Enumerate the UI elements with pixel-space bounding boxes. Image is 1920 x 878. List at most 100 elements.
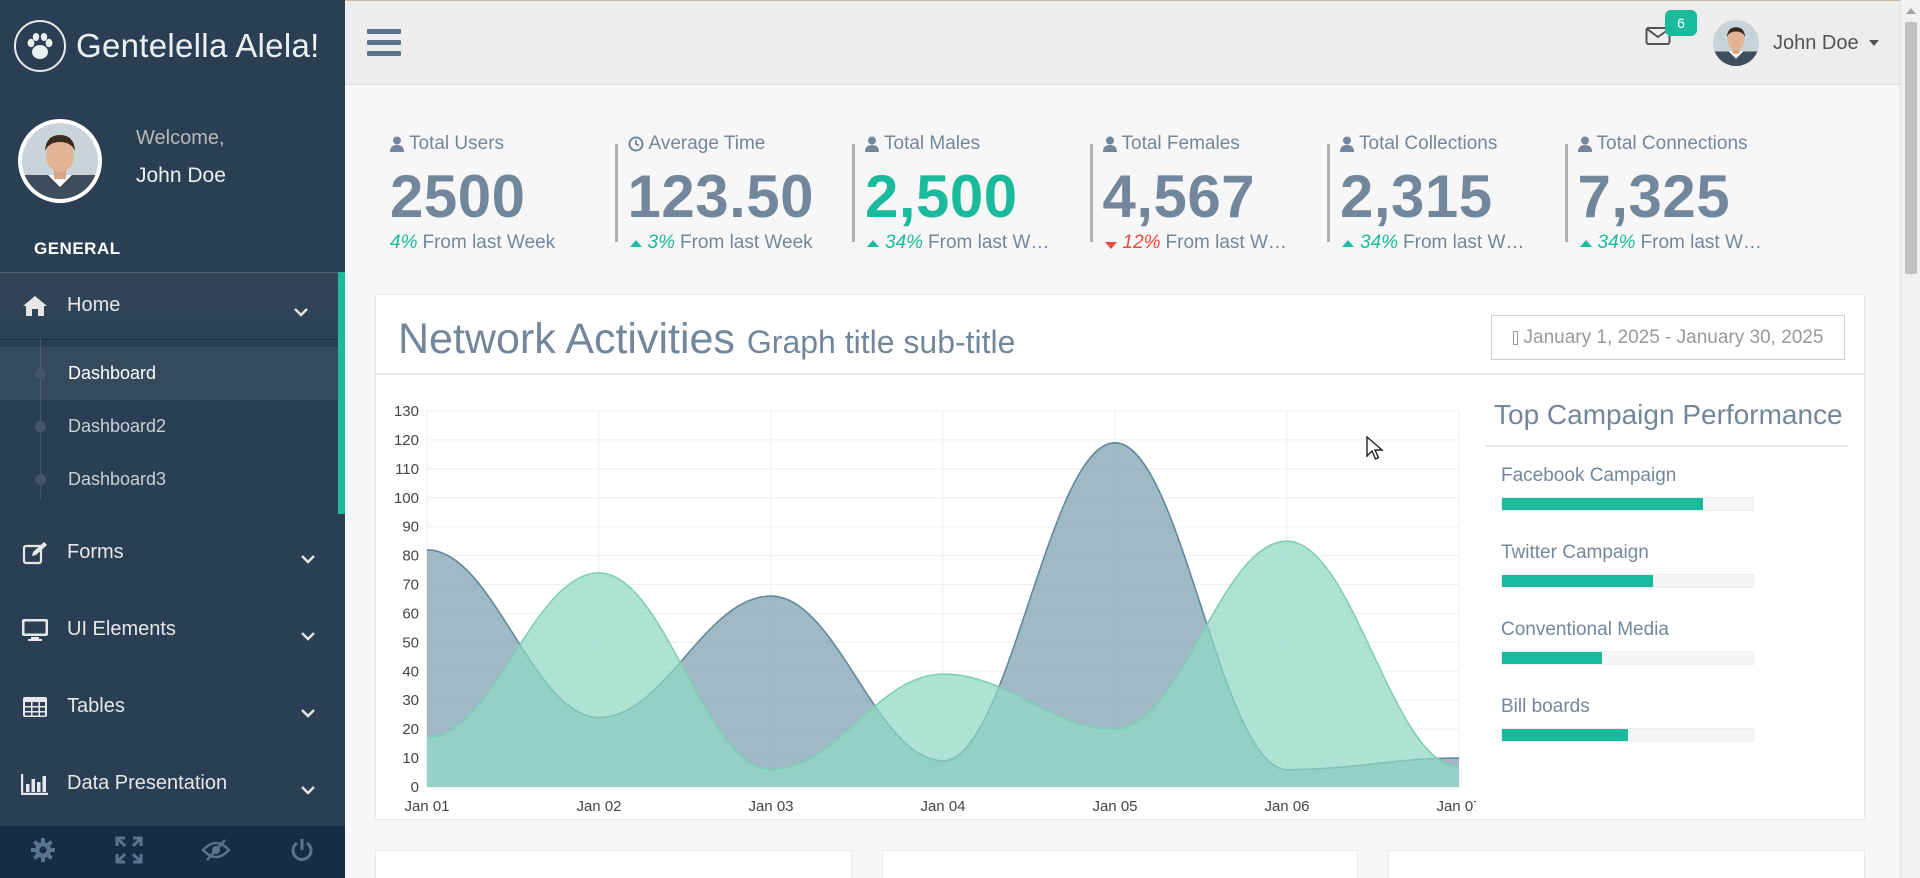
subitem-label: Dashboard	[68, 363, 157, 383]
user-icon	[1577, 136, 1592, 152]
y-tick-label: 60	[402, 605, 419, 622]
campaign-progress-fill	[1502, 652, 1603, 664]
campaign-label: Conventional Media	[1501, 619, 1669, 640]
network-activities-panel: Network Activities Graph title sub-title…	[375, 294, 1865, 820]
sidebar-item-data-presentation[interactable]: Data Presentation	[0, 745, 345, 822]
y-tick-label: 0	[411, 779, 419, 796]
tile-footer-text: From last W…	[1165, 232, 1287, 253]
bottom-panel-1	[375, 850, 852, 878]
tile-count: 123.50	[627, 163, 815, 230]
sidebar-subitem-dashboard3[interactable]: Dashboard3	[0, 453, 338, 506]
page-scrollbar[interactable]	[1900, 0, 1920, 878]
chevron-down-icon	[301, 778, 315, 801]
tile-divider	[614, 144, 618, 242]
sidebar-subitem-dashboard2[interactable]: Dashboard2	[0, 400, 338, 453]
y-tick-label: 50	[402, 634, 419, 651]
sidebar-subitem-dashboard[interactable]: Dashboard	[0, 347, 338, 400]
panel-subtitle: Graph title sub-title	[746, 324, 1016, 360]
sidebar-item-tables[interactable]: Tables	[0, 668, 345, 745]
mail-count-badge: 6	[1665, 10, 1697, 36]
tile-footer: 34% From last W…	[1578, 232, 1808, 254]
tile-footer: 34% From last W…	[1340, 232, 1570, 254]
x-tick-label: Jan 06	[1264, 798, 1309, 815]
subitem-label: Dashboard2	[68, 416, 167, 436]
sort-up-icon	[1579, 239, 1592, 247]
tile-percent: 12%	[1122, 232, 1161, 253]
stat-tiles: Total Users 2500 4% From last Week Average T…	[375, 128, 1875, 258]
y-tick-label: 30	[402, 692, 419, 709]
sort-up-icon	[1342, 239, 1354, 247]
y-tick-label: 80	[402, 548, 419, 565]
sidebar-item-forms[interactable]: Forms	[0, 514, 345, 591]
top-nav: 6 John Doe	[345, 0, 1900, 85]
stat-tile: Average Time 123.50 3% From last Week	[628, 128, 864, 258]
user-icon	[390, 136, 404, 152]
campaign-progress-bar	[1501, 651, 1754, 665]
logout-button[interactable]	[259, 826, 345, 878]
tile-header: Total Connections	[1577, 128, 1814, 160]
tile-footer: 3% From last Week	[628, 232, 858, 254]
tile-footer: 4% From last Week	[390, 232, 620, 254]
sidebar-item-ui-elements[interactable]: UI Elements	[0, 591, 345, 668]
campaign-item: Conventional Media	[1486, 619, 1848, 678]
campaign-label: Facebook Campaign	[1501, 465, 1677, 486]
campaign-label: Bill boards	[1501, 696, 1590, 717]
tile-footer-text: From last Week	[422, 232, 556, 253]
tile-label: Total Females	[1121, 133, 1240, 154]
fullscreen-button[interactable]	[86, 826, 172, 878]
section-title-general: GENERAL	[34, 239, 121, 258]
y-tick-label: 130	[394, 403, 419, 420]
tile-footer: 12% From last W…	[1103, 232, 1333, 254]
y-tick-label: 100	[394, 490, 419, 507]
mouse-cursor-icon	[1366, 435, 1384, 467]
tile-footer: 34% From last W…	[865, 232, 1095, 254]
tile-divider	[852, 144, 855, 242]
scroll-thumb[interactable]	[1905, 22, 1917, 274]
tile-header: Total Users	[390, 128, 626, 160]
avatar-image	[22, 123, 98, 199]
tile-label: Total Connections	[1596, 133, 1748, 154]
user-name: John Doe	[1773, 31, 1859, 54]
eye-slash-icon	[200, 838, 231, 867]
x-tick-label: Jan 01	[404, 798, 449, 815]
chevron-down-icon	[301, 701, 315, 724]
brand-title: Gentelella Alela!	[76, 27, 320, 64]
campaign-progress-fill	[1502, 729, 1628, 741]
menu-toggle-icon[interactable]	[367, 29, 401, 57]
series-area-2	[427, 541, 1459, 787]
paw-icon	[14, 20, 66, 72]
scroll-up-arrow-icon[interactable]	[1906, 8, 1916, 14]
subitem-label: Dashboard3	[68, 469, 167, 489]
avatar	[18, 119, 102, 203]
chevron-down-icon	[294, 300, 308, 323]
clock-icon	[628, 136, 644, 152]
tile-header: Total Collections	[1340, 128, 1576, 160]
sidebar-footer	[0, 826, 345, 878]
sidebar-item-home[interactable]: Home	[0, 272, 345, 339]
y-tick-label: 70	[402, 577, 419, 594]
campaign-title: Top Campaign Performance	[1486, 395, 1848, 447]
tile-divider	[1327, 144, 1330, 242]
bullet-icon	[35, 420, 46, 432]
user-icon	[865, 136, 879, 152]
calendar-icon	[1512, 330, 1518, 345]
x-tick-label: Jan 03	[748, 798, 793, 815]
sidebar-item-label: Data Presentation	[67, 772, 228, 794]
stat-tile: Total Females 4,567 12% From last W…	[1102, 128, 1339, 258]
stat-tile: Total Males 2,500 34% From last W…	[865, 128, 1101, 258]
campaign-progress-bar	[1501, 728, 1754, 742]
tile-label: Total Collections	[1359, 133, 1498, 154]
panel-header: Network Activities Graph title sub-title…	[376, 295, 1864, 375]
x-tick-label: Jan 04	[920, 798, 965, 815]
series-line-2	[426, 540, 1460, 771]
tile-percent: 34%	[1597, 232, 1636, 253]
tile-divider	[1089, 144, 1093, 242]
settings-button[interactable]	[0, 826, 86, 878]
campaign-item: Twitter Campaign	[1486, 542, 1848, 601]
sort-up-icon	[629, 239, 642, 247]
sidebar-item-label: Home	[67, 294, 121, 316]
date-range-picker[interactable]: January 1, 2025 - January 30, 2025	[1491, 315, 1845, 360]
user-menu[interactable]: John Doe	[1713, 20, 1879, 66]
brand[interactable]: Gentelella Alela!	[0, 0, 345, 92]
lock-button[interactable]	[173, 826, 259, 878]
